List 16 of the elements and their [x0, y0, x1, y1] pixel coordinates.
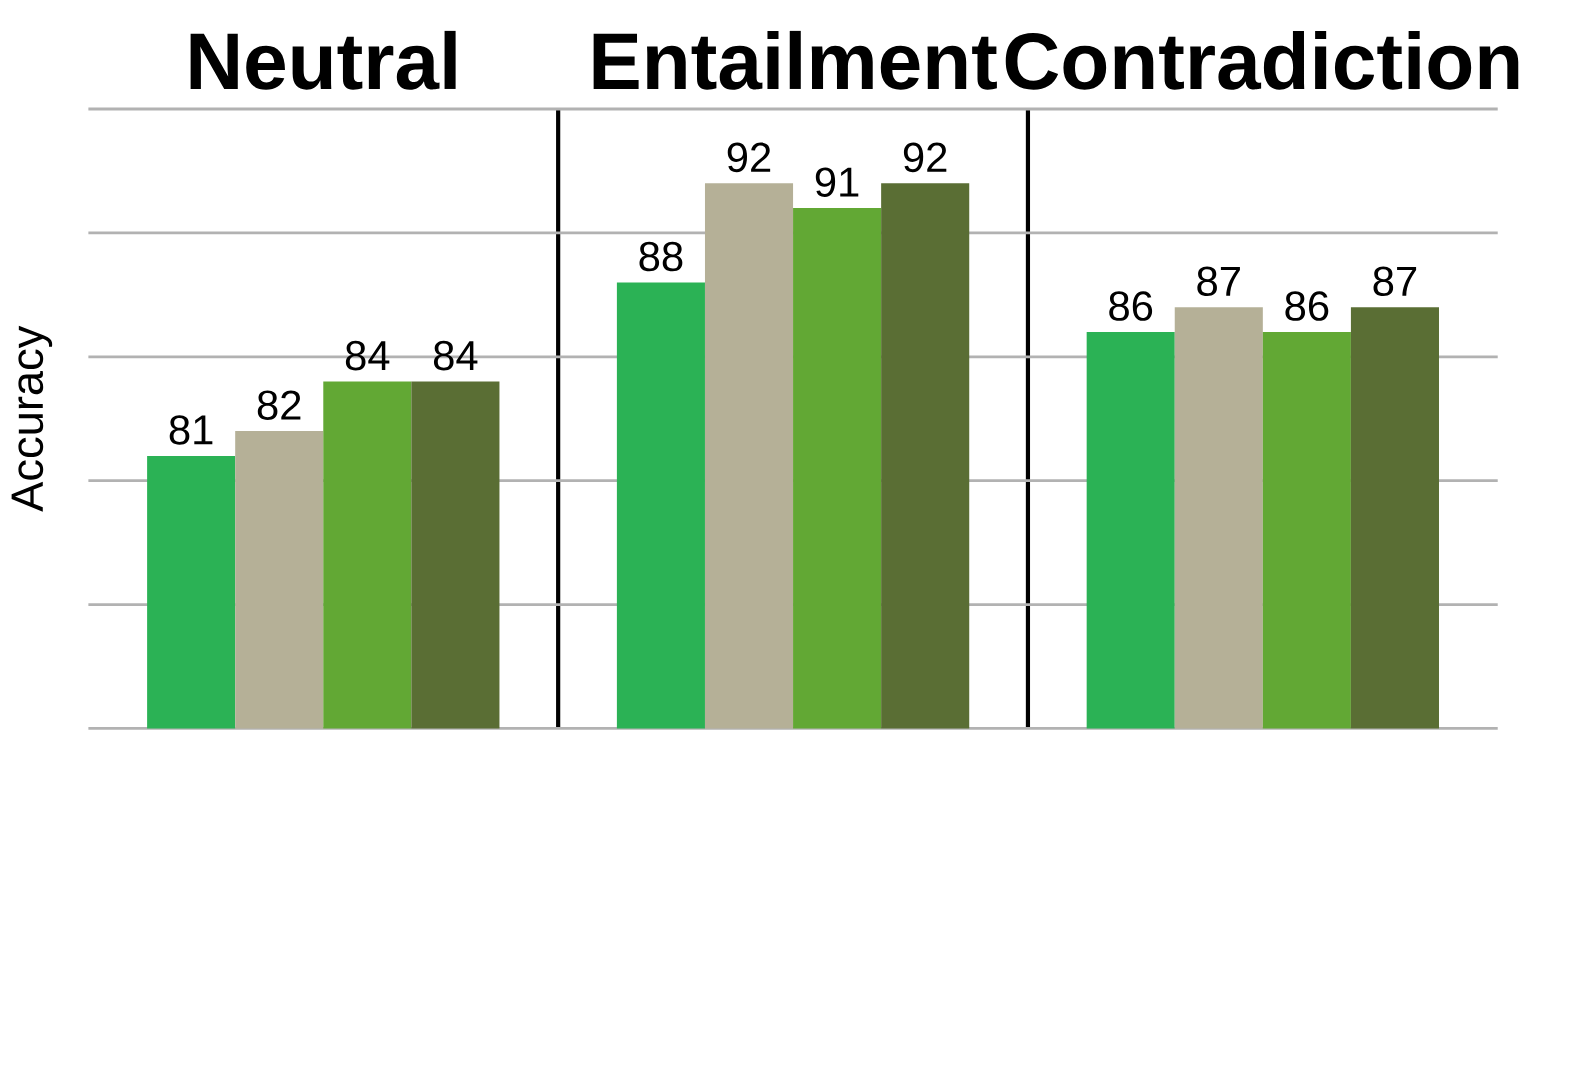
x-tick-label: Contradiction [1005, 30, 1519, 90]
data-label: 81 [169, 414, 213, 445]
data-label: 86 [1285, 291, 1329, 321]
data-label: 84 [433, 340, 478, 371]
y-axis-title: Accuracy [11, 325, 53, 512]
data-label: 87 [1197, 266, 1240, 296]
data-label: 92 [727, 142, 771, 172]
data-label: 82 [257, 390, 301, 420]
x-tick-label: Neutral [190, 30, 456, 90]
data-label: 87 [1373, 266, 1417, 296]
data-label: 88 [639, 241, 683, 272]
data-label: 92 [903, 142, 947, 172]
data-label: 91 [815, 167, 859, 197]
data-label: 84 [345, 340, 390, 371]
data-label: 86 [1109, 291, 1153, 321]
x-tick-label: Entailment [593, 30, 997, 90]
